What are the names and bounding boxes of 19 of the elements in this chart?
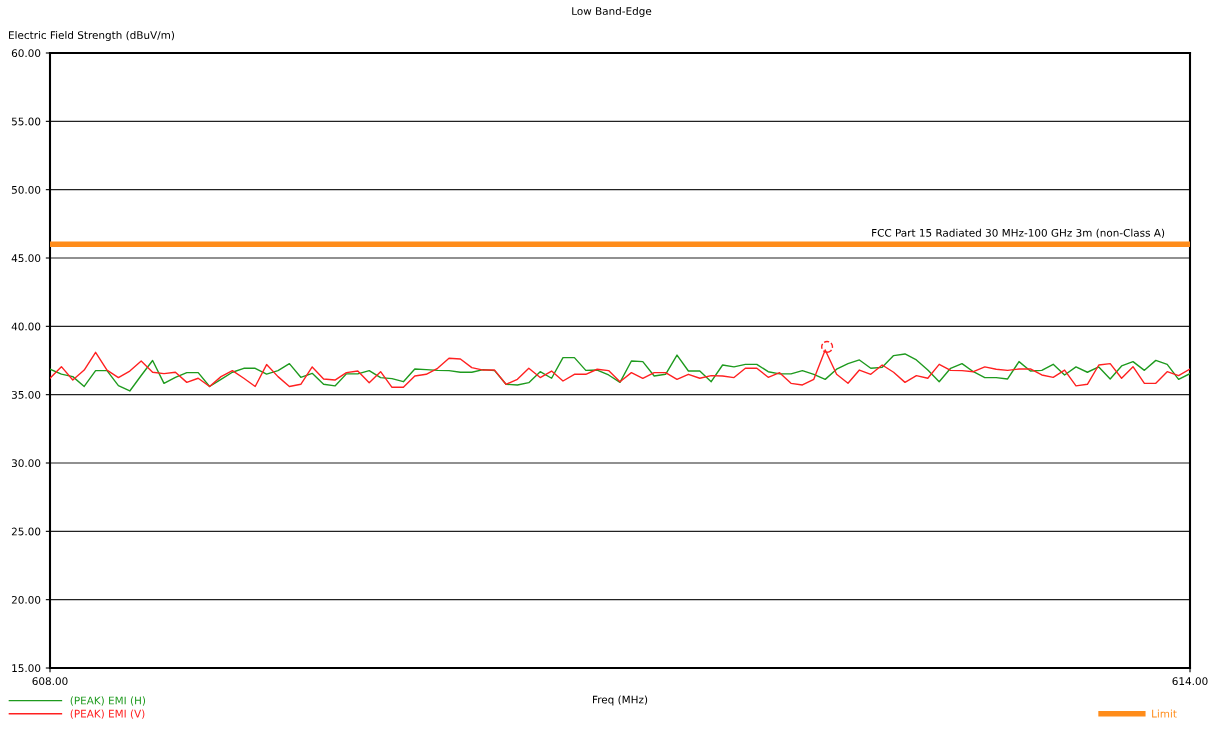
x-tick-label: 614.00 xyxy=(1172,677,1208,686)
legend-label: (PEAK) EMI (V) xyxy=(70,709,145,719)
y-tick-label: 35.00 xyxy=(11,390,41,399)
annotation: FCC Part 15 Radiated 30 MHz-100 GHz 3m (non-Class A) xyxy=(872,228,1165,238)
y-tick-label: 15.00 xyxy=(12,664,41,673)
legend-label: (PEAK) EMI (H) xyxy=(70,696,146,706)
y-axis-title: Electric Field Strength (dBuV/m) xyxy=(9,30,175,42)
y-tick-label: 60.00 xyxy=(11,49,41,58)
y-tick-label: 55.00 xyxy=(11,117,41,126)
legend-label: Limit xyxy=(1152,709,1177,718)
y-tick-label: 50.00 xyxy=(11,185,41,194)
y-tick-label: 45.00 xyxy=(11,254,41,263)
chart-title: Low Band-Edge xyxy=(572,6,652,18)
y-tick-label: 30.00 xyxy=(11,459,41,468)
y-tick-label: 20.00 xyxy=(11,595,41,604)
x-axis-title: Freq (MHz) xyxy=(593,695,648,706)
y-tick-label: 25.00 xyxy=(11,527,41,536)
y-tick-label: 40.00 xyxy=(11,322,41,331)
x-tick-label: 608.00 xyxy=(32,677,68,686)
